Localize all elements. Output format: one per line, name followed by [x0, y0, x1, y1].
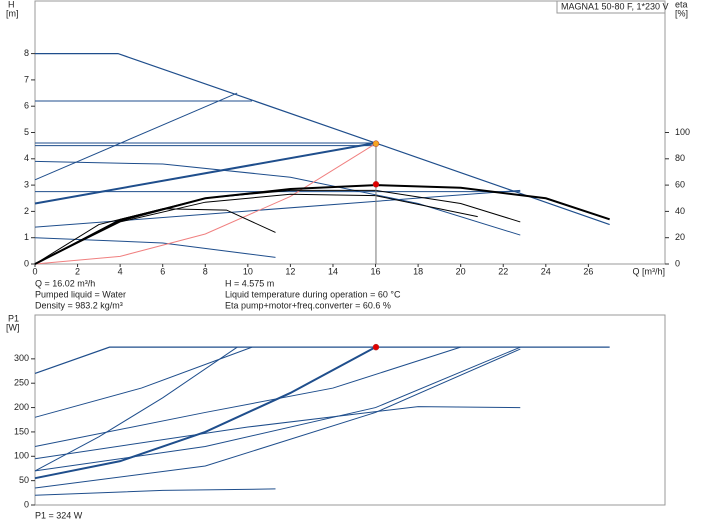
y-tick-label: 0: [24, 258, 29, 268]
x-tick-label: 14: [328, 266, 338, 276]
info-text: Eta pump+motor+freq.converter = 60.6 %: [225, 300, 391, 310]
duty-point: [372, 181, 380, 188]
x-axis-label: Q [m³/h]: [632, 266, 665, 276]
curve: [34, 488, 276, 496]
y-axis-unit: [m]: [6, 8, 19, 18]
y2-tick-label: 80: [675, 153, 685, 163]
y-tick-label: 200: [14, 402, 29, 412]
curve: [34, 92, 238, 181]
info-text: Density = 983.2 kg/m³: [35, 300, 123, 310]
info-text: Liquid temperature during operation = 60…: [225, 289, 401, 299]
y-axis-label: P1: [8, 313, 19, 323]
x-tick-label: 16: [371, 266, 381, 276]
y2-tick-label: 100: [675, 127, 690, 137]
y-axis-unit: [W]: [6, 322, 20, 332]
plot-frame: [34, 0, 666, 265]
legend-box: [556, 0, 666, 14]
x-tick-label: 4: [118, 266, 123, 276]
curve: [34, 208, 276, 265]
y-tick-label: 50: [19, 475, 29, 485]
y-axis-label: H: [8, 0, 15, 9]
x-tick-label: 6: [160, 266, 165, 276]
curve: [34, 346, 253, 418]
curve: [34, 346, 521, 472]
duty-point: [372, 140, 380, 147]
y2-tick-label: 40: [675, 206, 685, 216]
y2-axis-label: eta: [675, 0, 688, 9]
curve: [34, 237, 276, 258]
x-tick-label: 10: [243, 266, 253, 276]
curve: [34, 346, 610, 375]
y2-tick-label: 0: [675, 258, 680, 268]
y-tick-label: 150: [14, 426, 29, 436]
y-tick-label: 300: [14, 353, 29, 363]
curve: [34, 406, 521, 460]
curve: [34, 160, 521, 236]
y-tick-label: 3: [24, 179, 29, 189]
info-text: P1 = 324 W: [35, 510, 83, 520]
curve: [34, 184, 610, 265]
y-tick-label: 0: [24, 499, 29, 509]
x-tick-label: 2: [75, 266, 80, 276]
curve: [34, 142, 376, 205]
info-text: Pumped liquid = Water: [35, 289, 126, 299]
x-tick-label: 20: [456, 266, 466, 276]
y-tick-label: 100: [14, 451, 29, 461]
y2-tick-label: 60: [675, 179, 685, 189]
y-tick-label: 2: [24, 206, 29, 216]
y-tick-label: 7: [24, 74, 29, 84]
y-tick-label: 8: [24, 48, 29, 58]
y-tick-label: 1: [24, 232, 29, 242]
x-tick-label: 8: [203, 266, 208, 276]
info-text: Q = 16.02 m³/h: [35, 278, 95, 288]
x-tick-label: 0: [32, 266, 37, 276]
y-tick-label: 5: [24, 127, 29, 137]
y-tick-label: 6: [24, 101, 29, 111]
curve: [34, 193, 478, 265]
x-tick-label: 18: [413, 266, 423, 276]
x-tick-label: 22: [498, 266, 508, 276]
curve: [35, 53, 610, 226]
curve: [34, 346, 461, 448]
x-tick-label: 24: [541, 266, 551, 276]
y-tick-label: 4: [24, 153, 29, 163]
y-tick-label: 250: [14, 378, 29, 388]
plot-frame: [34, 314, 666, 506]
curve: [34, 346, 377, 480]
curve: [34, 143, 376, 265]
duty-point: [372, 343, 380, 351]
x-tick-label: 26: [583, 266, 593, 276]
y2-axis-unit: [%]: [675, 8, 688, 18]
x-tick-label: 12: [285, 266, 295, 276]
curve: [34, 348, 521, 489]
legend-text: MAGNA1 50-80 F, 1*230 V: [561, 1, 669, 11]
info-text: H = 4.575 m: [225, 278, 274, 288]
y2-tick-label: 20: [675, 232, 685, 242]
